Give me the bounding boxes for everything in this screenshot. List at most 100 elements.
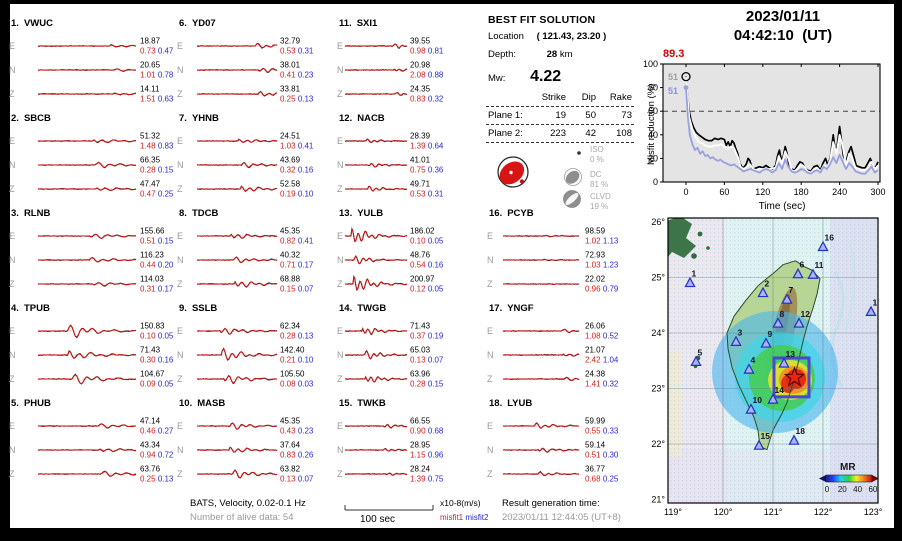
- station-name: YD07: [191, 18, 216, 29]
- mw-label: Mw:: [488, 73, 506, 84]
- misfit-values: 0.75 0.36: [410, 165, 443, 175]
- waveform-row: Z 33.81 0.25 0.13: [176, 82, 336, 106]
- station-header: 16. PCYB: [486, 208, 646, 219]
- dc-beachball-icon: [564, 168, 582, 186]
- waveform-trace: [196, 446, 278, 453]
- lon-tick-label: 120°: [714, 507, 733, 517]
- synthetic-trace: [196, 327, 278, 335]
- misfit1-value: 0.51: [140, 236, 156, 245]
- waveform-row: E 98.59 1.02 1.13: [486, 224, 646, 248]
- colorbar-tick: 40: [853, 485, 862, 494]
- misfit2-value: 0.03: [297, 379, 314, 388]
- misfit1-value: 0.28: [280, 331, 296, 340]
- misfit1-value: 0.44: [140, 260, 156, 269]
- synthetic-trace: [344, 375, 408, 383]
- station-marker: [730, 335, 742, 346]
- blue-start-marker: [683, 85, 689, 90]
- trace-values: 24.35 0.83 0.32: [410, 85, 443, 104]
- waveform-trace: [196, 233, 278, 239]
- waveform-trace: [37, 92, 137, 96]
- synthetic-trace: [344, 227, 408, 243]
- waveform-trace: [196, 347, 278, 361]
- synthetic-trace: [37, 423, 136, 429]
- station-marker-label: 12: [801, 309, 811, 319]
- best-fit-heading: BEST FIT SOLUTION: [488, 14, 596, 26]
- waveform-row: E 71.43 0.37 0.19: [336, 319, 496, 343]
- trace-values: 200.97 0.12 0.05: [410, 275, 443, 294]
- synthetic-trace: [37, 282, 137, 287]
- waveform-trace: [344, 138, 408, 144]
- component-label: E: [9, 41, 16, 51]
- misfit2-value: 0.05: [427, 284, 444, 293]
- y-tick-label: 80: [648, 83, 658, 93]
- misfit1-value: 0.10: [410, 236, 426, 245]
- amplitude-value: 24.38: [585, 369, 606, 379]
- synthetic-trace: [37, 448, 136, 452]
- misfit-values: 0.53 0.31: [410, 189, 443, 199]
- station-count-blue: 51: [668, 86, 679, 96]
- component-label: Z: [177, 469, 183, 479]
- misfit-values: 0.47 0.25: [140, 189, 173, 199]
- waveform-trace: [196, 42, 278, 49]
- misfit-values: 0.37 0.19: [410, 331, 443, 341]
- station-header: 10. MASB: [176, 398, 336, 409]
- map-frame: [667, 217, 879, 504]
- station-marker: [781, 293, 793, 304]
- amplitude-value: 28.39: [410, 131, 431, 141]
- station-panel: 4. TPUB E 150.83 0.10 0.05 N 71.43 0.30 0.16 Z 10…: [8, 303, 173, 397]
- waveform-row: E 51.32 1.48 0.83: [8, 129, 173, 153]
- misfit1-value: 0.68: [585, 474, 601, 483]
- trace-values: 59.99 0.55 0.33: [585, 417, 618, 436]
- component-label: E: [177, 136, 184, 146]
- location-row: Location ( 121.43, 23.20 ): [488, 31, 606, 42]
- misfit1-value: 0.94: [140, 450, 156, 459]
- station-number: 10.: [179, 398, 193, 409]
- station-number: 6.: [179, 18, 187, 29]
- misfit-values: 0.55 0.33: [585, 426, 618, 436]
- event-time: 04:42:10 (UT): [733, 27, 833, 44]
- misfit2-value: 0.15: [157, 236, 174, 245]
- amplitude-value: 200.97: [410, 274, 435, 284]
- station-name: SBCB: [23, 113, 51, 124]
- station-number: 7.: [179, 113, 187, 124]
- misfit1-value: 0.53: [410, 189, 426, 198]
- synthetic-trace: [502, 353, 580, 357]
- synthetic-trace: [344, 68, 408, 72]
- misfit2-value: 0.27: [157, 426, 174, 435]
- amplitude-value: 14.11: [140, 84, 160, 94]
- amplitude-value: 186.02: [410, 226, 435, 236]
- amplitude-value: 63.82: [280, 464, 301, 474]
- waveform-trace: [196, 422, 278, 430]
- misfit2-value: 0.72: [157, 450, 174, 459]
- trace-values: 47.47 0.47 0.25: [140, 180, 173, 199]
- col-header-rake: Rake: [609, 92, 632, 103]
- plane1-strike: 19: [555, 110, 566, 121]
- depth-value: 28: [546, 49, 558, 60]
- colorbar-tick: 60: [868, 485, 877, 494]
- lon-tick-label: 122°: [814, 507, 833, 517]
- waveform-trace: [344, 375, 408, 383]
- amplitude-value: 63.76: [140, 464, 161, 474]
- trace-values: 62.34 0.28 0.13: [280, 322, 313, 341]
- amplitude-value: 28.95: [410, 440, 431, 450]
- misfit-values: 0.25 0.13: [140, 474, 173, 484]
- station-number: 17.: [489, 303, 503, 314]
- misfit-values: 0.10 0.05: [410, 236, 443, 246]
- misfit-values: 1.39 0.64: [410, 141, 443, 151]
- station-panel: 7. YHNB E 24.51 1.03 0.41 N 43.69 0.32 0.16 Z 52.…: [176, 113, 336, 207]
- trace-values: 49.71 0.53 0.31: [410, 180, 443, 199]
- trace-values: 59.14 0.51 0.30: [585, 441, 618, 460]
- component-label: E: [9, 231, 16, 241]
- synthetic-trace: [344, 327, 408, 335]
- synthetic-trace: [344, 350, 408, 360]
- waveform-row: N 41.01 0.75 0.36: [336, 153, 496, 177]
- amplitude-unit: x10-8(m/s): [440, 498, 481, 508]
- misfit2-value: 0.17: [297, 260, 314, 269]
- waveform-trace: [502, 470, 580, 477]
- misfit-values: 0.46 0.27: [140, 426, 173, 436]
- synthetic-trace: [196, 256, 278, 264]
- component-label: N: [9, 255, 16, 265]
- misfit-values: 1.08 0.52: [585, 331, 618, 341]
- trace-values: 63.96 0.28 0.15: [410, 370, 443, 389]
- misfit1-value: 1.15: [410, 450, 426, 459]
